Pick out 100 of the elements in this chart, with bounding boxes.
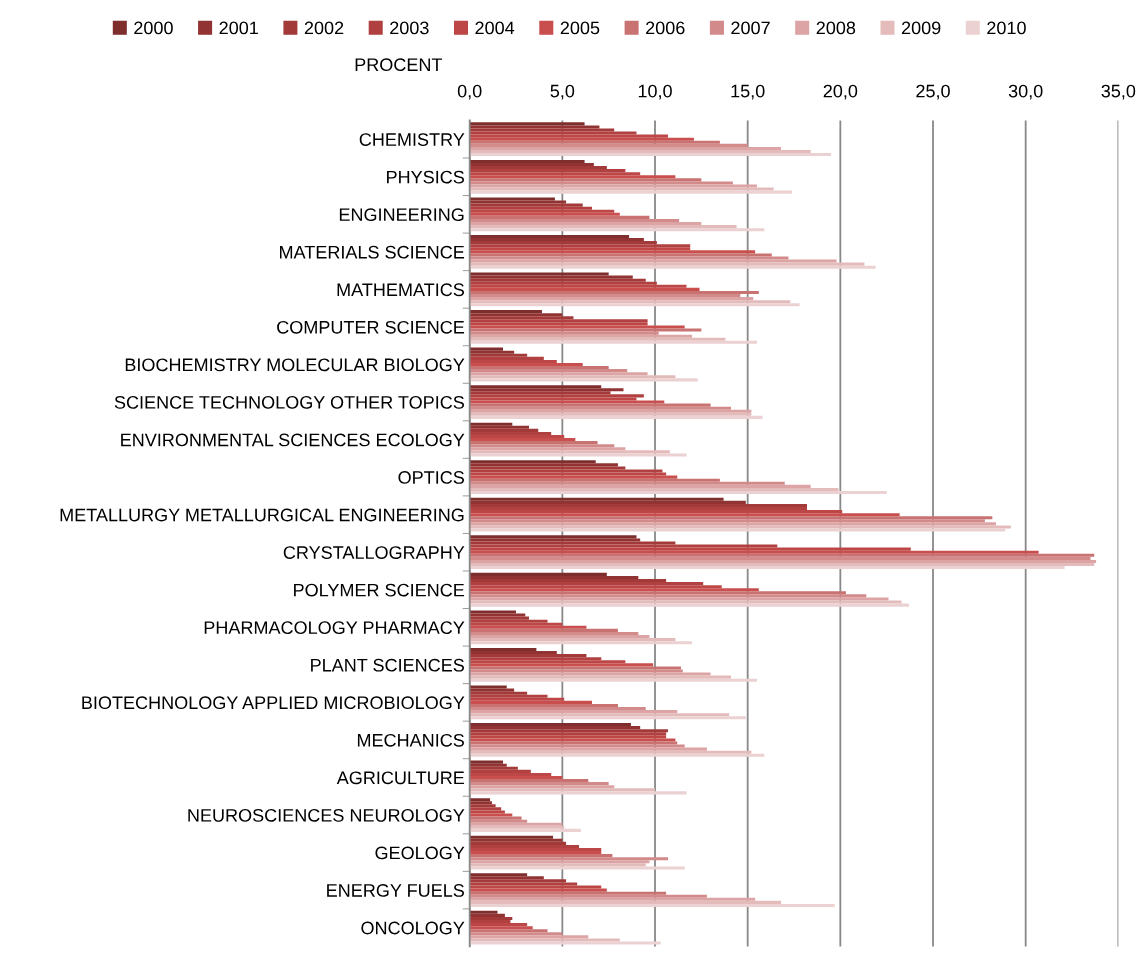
bar xyxy=(469,873,528,877)
legend-label: 2003 xyxy=(390,21,429,35)
bar xyxy=(469,879,567,883)
bar xyxy=(469,641,693,645)
bar xyxy=(469,816,522,820)
bar xyxy=(469,238,644,242)
bar xyxy=(469,835,554,839)
bar xyxy=(469,415,763,419)
bar xyxy=(469,910,498,914)
bar xyxy=(469,847,602,852)
legend-label: 2007 xyxy=(731,21,770,35)
bar xyxy=(469,726,641,730)
bar xyxy=(469,594,867,598)
bar xyxy=(469,819,528,823)
bar xyxy=(469,340,757,344)
bar xyxy=(469,744,685,748)
y-tick-label: GEOLOGY xyxy=(375,846,465,860)
bar xyxy=(469,153,832,157)
bar xyxy=(469,675,731,679)
bar xyxy=(469,688,515,692)
x-tick-label: 0,0 xyxy=(457,84,482,100)
bar xyxy=(469,678,757,682)
bar xyxy=(469,713,730,717)
bar xyxy=(469,857,668,861)
y-tick-label: OPTICS xyxy=(398,471,464,484)
bar xyxy=(469,654,587,658)
bar xyxy=(469,287,700,291)
bar xyxy=(469,788,656,792)
bar xyxy=(469,313,563,317)
bar xyxy=(469,791,687,795)
bar xyxy=(469,450,670,454)
bar xyxy=(469,438,576,442)
bar xyxy=(469,331,659,335)
bar xyxy=(469,406,731,410)
bar xyxy=(469,566,1065,570)
y-tick-label: MATHEMATICS xyxy=(337,283,464,297)
bar xyxy=(469,259,837,263)
legend-label: 2006 xyxy=(646,21,685,35)
x-tick-label: 5,0 xyxy=(550,84,575,100)
bar xyxy=(469,716,746,720)
y-tick-label: CRYSTALLOGRAPHY xyxy=(283,546,465,559)
bar xyxy=(469,391,611,395)
bar xyxy=(469,369,628,373)
bar xyxy=(469,190,793,194)
bar xyxy=(469,556,1091,560)
bar xyxy=(469,325,685,329)
bar xyxy=(469,597,889,601)
bar xyxy=(469,444,615,448)
bar xyxy=(469,403,711,407)
y-tick-label: METALLURGY METALLURGICAL ENGINEERING xyxy=(60,508,464,522)
bar xyxy=(469,334,693,338)
bar xyxy=(469,691,528,695)
bar xyxy=(469,143,748,147)
bar xyxy=(469,876,544,880)
bar xyxy=(469,929,548,933)
bar xyxy=(469,785,615,789)
bar xyxy=(469,900,782,904)
bar xyxy=(469,250,756,254)
bar xyxy=(469,513,900,517)
bar xyxy=(469,663,654,667)
bar xyxy=(469,353,528,357)
y-tick-label: ONCOLOGY xyxy=(361,921,465,935)
bar xyxy=(469,490,887,495)
bar xyxy=(469,310,542,314)
bar xyxy=(469,522,997,526)
legend-label: 2004 xyxy=(475,21,515,35)
y-tick-label: SCIENCE TECHNOLOGY OTHER TOPICS xyxy=(114,395,464,409)
bar xyxy=(469,375,676,379)
bar xyxy=(469,256,789,260)
bar xyxy=(469,303,800,307)
bar xyxy=(469,782,609,786)
bar xyxy=(469,753,765,757)
y-tick-label: BIOCHEMISTRY MOLECULAR BIOLOGY xyxy=(125,358,465,372)
bar xyxy=(469,469,663,473)
bar xyxy=(469,647,537,652)
bar xyxy=(469,553,1095,557)
bar xyxy=(469,400,665,404)
x-tick-label: 10,0 xyxy=(638,84,672,100)
bar xyxy=(469,215,650,219)
legend-label: 2010 xyxy=(987,21,1026,35)
bar xyxy=(469,425,529,429)
bar xyxy=(469,385,602,389)
bar xyxy=(469,175,676,179)
bar xyxy=(469,631,639,635)
bar xyxy=(469,913,505,917)
y-tick-label: NEUROSCIENCES NEUROLOGY xyxy=(188,808,465,822)
bar xyxy=(469,707,646,711)
bar xyxy=(469,181,733,185)
bar xyxy=(469,938,620,942)
bar xyxy=(469,625,587,629)
x-axis-title: PROCENT xyxy=(355,58,443,72)
y-tick-label: CHEMISTRY xyxy=(359,133,465,146)
bar xyxy=(469,828,581,832)
legend-label: 2008 xyxy=(816,21,856,35)
y-tick-label: PHYSICS xyxy=(387,170,464,184)
legend-label: 2000 xyxy=(134,21,173,35)
bar xyxy=(469,463,618,467)
bar xyxy=(469,572,607,576)
bar xyxy=(469,272,609,276)
bar xyxy=(469,863,646,867)
